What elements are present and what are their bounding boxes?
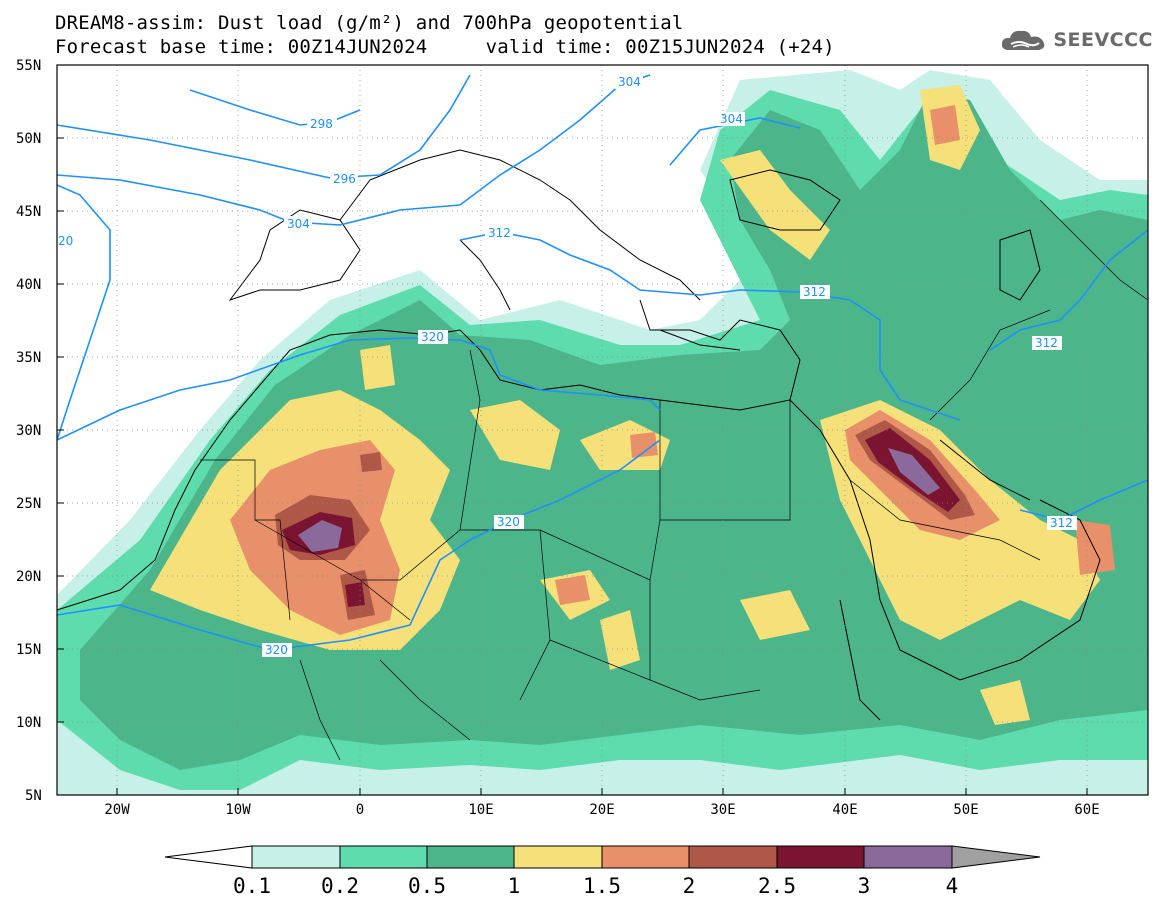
lon-label: 0 [356, 802, 364, 818]
contour-label: 312 [1050, 516, 1073, 530]
map-title: DREAM8-assim: Dust load (g/m²) and 700hP… [55, 12, 684, 34]
lon-label: 30E [710, 802, 735, 818]
lat-label: 40N [16, 277, 41, 293]
colorbar: 0.1 0.2 0.5 1 1.5 2 2.5 3 4 [164, 845, 1041, 898]
lon-label: 50E [953, 802, 978, 818]
logo-text: SEEVCCC [1053, 29, 1153, 51]
contour-label: 312 [1035, 336, 1058, 350]
colorbar-segment [601, 845, 690, 869]
lon-label: 10E [468, 802, 493, 818]
contour-label-group: 304 304 304 298 296 20 312 312 312 312 3… [58, 75, 1077, 657]
contour-label: 298 [310, 117, 333, 131]
lat-label: 10N [16, 715, 41, 731]
tick-marks [57, 64, 1088, 796]
contour-label: 320 [421, 330, 444, 344]
coastlines [57, 149, 1101, 721]
colorbar-segment [688, 845, 778, 869]
colorbar-label: 4 [946, 874, 959, 898]
contour-label: 312 [803, 285, 826, 299]
contour-label: 296 [333, 172, 356, 186]
longitude-labels: 20W 10W 0 10E 20E 30E 40E 50E 60E [104, 802, 1099, 818]
contour-label: 320 [497, 515, 520, 529]
colorbar-upper-triangle [951, 845, 1041, 869]
colorbar-label: 0.2 [321, 874, 359, 898]
latitude-labels: 55N 50N 45N 40N 35N 30N 25N 20N 15N 10N … [16, 58, 42, 804]
contour-label: 320 [265, 643, 288, 657]
graticule [57, 65, 1148, 795]
lon-label: 60E [1074, 802, 1099, 818]
dust-field [57, 70, 1148, 795]
lon-label: 40E [832, 802, 857, 818]
contour-label: 20 [58, 234, 73, 248]
country-borders [200, 199, 1148, 761]
contour-label: 304 [618, 75, 641, 89]
colorbar-label: 0.5 [408, 874, 446, 898]
lat-label: 45N [16, 204, 41, 220]
lat-label: 35N [16, 350, 41, 366]
lat-label: 25N [16, 496, 41, 512]
colorbar-label: 2 [683, 874, 696, 898]
lat-label: 20N [16, 569, 41, 585]
colorbar-label: 1 [508, 874, 521, 898]
geopotential-contours [57, 74, 1148, 651]
cloud-icon [1002, 30, 1045, 50]
lon-label: 20E [589, 802, 614, 818]
seevccc-logo: SEEVCCC [999, 26, 1153, 54]
lon-label: 20W [104, 802, 130, 818]
colorbar-segment [776, 845, 865, 869]
colorbar-segment [251, 845, 341, 869]
colorbar-segment [513, 845, 603, 869]
contour-label: 304 [287, 217, 310, 231]
colorbar-segment [339, 845, 428, 869]
contour-label: 312 [488, 226, 511, 240]
lat-label: 15N [16, 642, 41, 658]
colorbar-segment [426, 845, 515, 869]
colorbar-label: 3 [858, 874, 871, 898]
lat-label: 30N [16, 423, 41, 439]
colorbar-label: 2.5 [758, 874, 796, 898]
lat-label: 5N [25, 788, 42, 804]
colorbar-lower-triangle [164, 845, 253, 869]
colorbar-label: 1.5 [583, 874, 621, 898]
contour-label: 304 [720, 112, 743, 126]
lon-label: 10W [225, 802, 251, 818]
colorbar-label: 0.1 [233, 874, 271, 898]
lat-label: 55N [16, 58, 41, 74]
lat-label: 50N [16, 131, 41, 147]
map-subtitle: Forecast base time: 00Z14JUN2024 valid t… [55, 36, 835, 58]
colorbar-segment [863, 845, 953, 869]
